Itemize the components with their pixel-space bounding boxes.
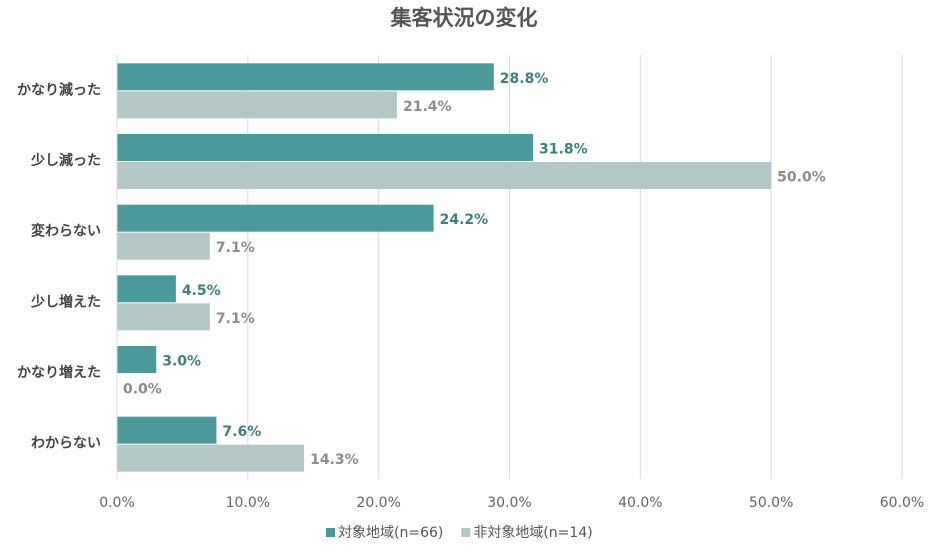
legend-label: 非対象地域(n=14): [473, 525, 592, 541]
value-label: 4.5%: [182, 283, 221, 299]
bar: [117, 204, 434, 232]
y-tick-label: かなり減った: [17, 81, 101, 98]
bar: [117, 303, 210, 331]
bar: [117, 444, 305, 472]
bar: [117, 232, 210, 260]
value-label: 7.1%: [216, 311, 255, 327]
x-tick-label: 40.0%: [618, 495, 662, 511]
x-tick-label: 10.0%: [226, 495, 270, 511]
y-tick-label: 変わらない: [31, 223, 101, 240]
x-tick-label: 0.0%: [99, 495, 135, 511]
x-tick-label: 50.0%: [749, 495, 793, 511]
bar: [117, 162, 772, 189]
value-label: 50.0%: [777, 170, 826, 186]
bar: [117, 91, 397, 119]
value-label: 14.3%: [310, 452, 359, 468]
value-label: 3.0%: [162, 354, 201, 370]
y-tick-label: 少し減った: [30, 152, 101, 169]
value-label: 28.8%: [500, 71, 549, 87]
legend-swatch: [461, 528, 471, 537]
value-label: 21.4%: [403, 99, 452, 115]
chart-title: 集客状況の変化: [390, 6, 538, 30]
bar: [117, 134, 534, 161]
bar: [117, 63, 494, 91]
value-label: 7.1%: [216, 240, 255, 256]
legend-swatch: [326, 528, 335, 537]
value-label: 0.0%: [123, 382, 162, 398]
y-tick-label: わからない: [31, 436, 101, 452]
x-tick-label: 20.0%: [356, 495, 400, 511]
bar: [117, 416, 217, 444]
y-tick-label: 少し増えた: [30, 293, 101, 310]
bar: [117, 346, 157, 373]
value-label: 24.2%: [440, 212, 489, 228]
value-label: 7.6%: [222, 424, 261, 440]
value-label: 31.8%: [539, 142, 588, 158]
y-tick-label: かなり増えた: [17, 364, 101, 381]
bar: [117, 275, 176, 303]
legend-label: 対象地域(n=66): [338, 525, 443, 541]
x-tick-label: 30.0%: [487, 495, 531, 511]
x-tick-label: 60.0%: [880, 495, 924, 511]
